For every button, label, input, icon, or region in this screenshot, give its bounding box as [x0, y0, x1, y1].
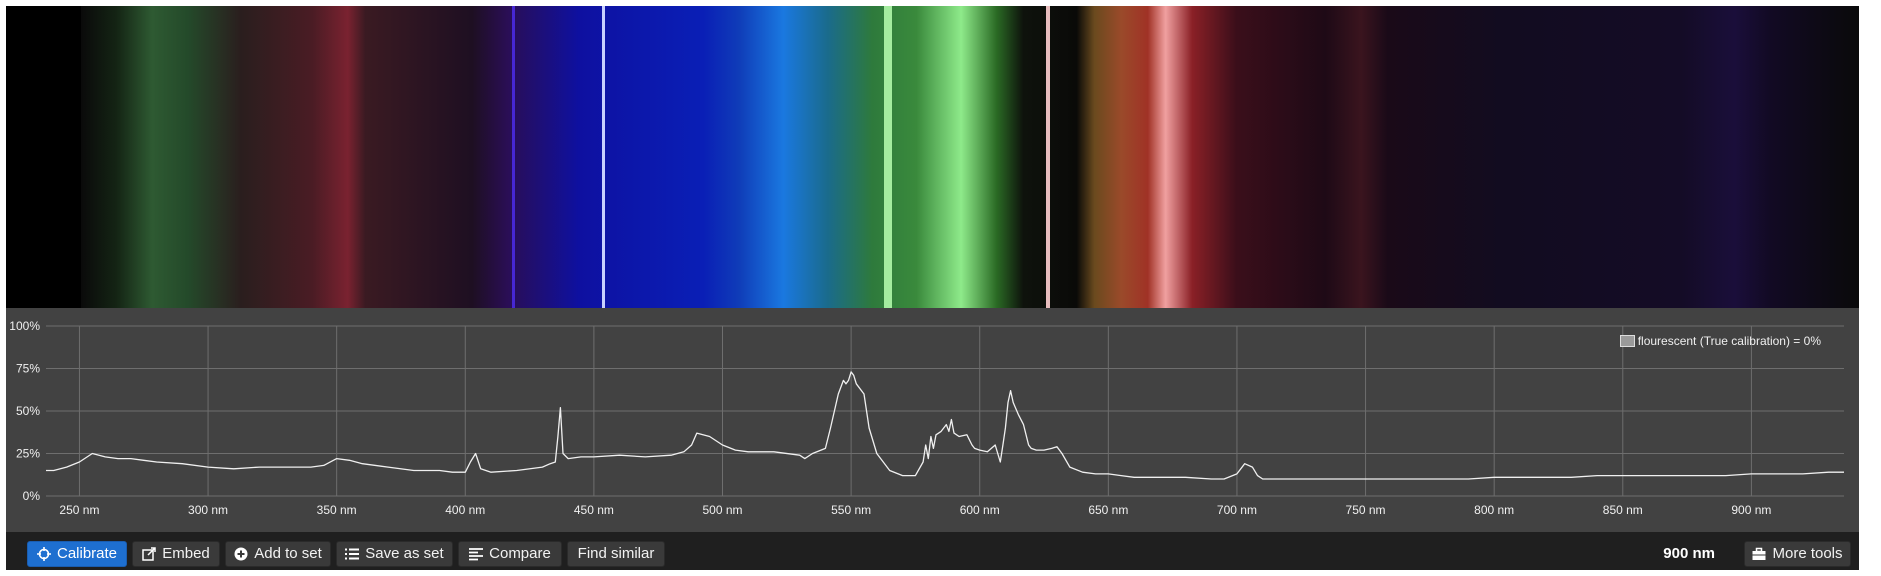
y-tick-label: 25%	[16, 447, 40, 461]
chart-legend[interactable]: flourescent (True calibration) = 0%	[1619, 334, 1821, 348]
y-tick-label: 75%	[16, 362, 40, 376]
x-tick-label: 300 nm	[188, 503, 228, 517]
wavelength-readout: 900 nm	[1663, 545, 1715, 562]
spectrum-image	[6, 6, 1859, 308]
share-icon	[142, 547, 156, 561]
x-tick-label: 400 nm	[445, 503, 485, 517]
spectrum-band-image	[6, 6, 1859, 308]
toolbar: Calibrate Embed Add to set Save as set C…	[6, 532, 1859, 570]
x-tick-label: 800 nm	[1474, 503, 1514, 517]
x-tick-label: 900 nm	[1731, 503, 1771, 517]
briefcase-icon	[1752, 547, 1766, 561]
spectrum-graph[interactable]: 0% 25% 50% 75% 100% 250 nm 300 nm 350 nm 400 nm 4…	[6, 308, 1859, 532]
x-tick-label: 600 nm	[960, 503, 1000, 517]
y-tick-label: 100%	[9, 319, 40, 333]
align-left-icon	[469, 547, 484, 561]
add-to-set-button[interactable]: Add to set	[225, 541, 331, 567]
x-tick-label: 550 nm	[831, 503, 871, 517]
y-tick-label: 50%	[16, 404, 40, 418]
x-tick-label: 500 nm	[702, 503, 742, 517]
save-as-set-button[interactable]: Save as set	[336, 541, 453, 567]
x-tick-label: 700 nm	[1217, 503, 1257, 517]
x-tick-label: 750 nm	[1346, 503, 1386, 517]
legend-label: flourescent (True calibration) = 0%	[1637, 334, 1821, 348]
x-tick-label: 350 nm	[317, 503, 357, 517]
x-tick-label: 250 nm	[59, 503, 99, 517]
list-icon	[345, 547, 360, 561]
spectrum-viewer: 0% 25% 50% 75% 100% 250 nm 300 nm 350 nm 400 nm 4…	[6, 6, 1859, 570]
spectrum-chart[interactable]: 0% 25% 50% 75% 100% 250 nm 300 nm 350 nm 400 nm 4…	[6, 308, 1859, 532]
y-tick-label: 0%	[23, 489, 41, 503]
x-tick-label: 850 nm	[1603, 503, 1643, 517]
crosshair-icon	[36, 547, 51, 561]
x-tick-label: 450 nm	[574, 503, 614, 517]
series-line[interactable]	[46, 371, 1844, 480]
legend-swatch[interactable]	[1619, 335, 1635, 347]
plus-circle-icon	[234, 547, 248, 561]
x-tick-label: 650 nm	[1088, 503, 1128, 517]
more-tools-button[interactable]: More tools	[1744, 541, 1851, 567]
compare-button[interactable]: Compare	[458, 541, 562, 567]
find-similar-button[interactable]: Find similar	[567, 541, 665, 567]
embed-button[interactable]: Embed	[132, 541, 220, 567]
calibrate-button[interactable]: Calibrate	[27, 541, 127, 567]
